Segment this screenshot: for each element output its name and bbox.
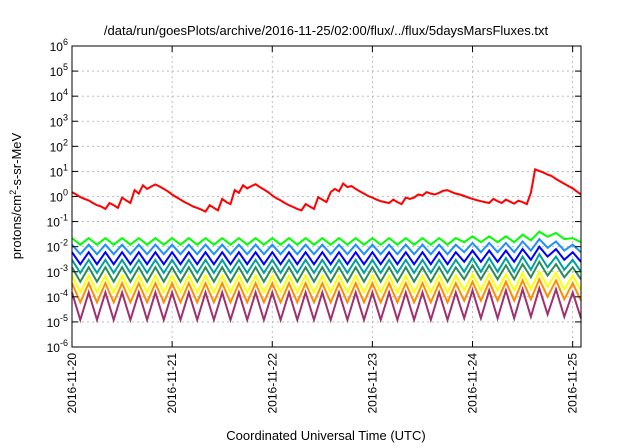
- series-layer: [71, 168, 582, 324]
- y-tick-label: 100: [50, 188, 68, 205]
- y-tick-exponent: 4: [63, 87, 68, 97]
- y-tick-label: 10-2: [47, 238, 68, 255]
- y-tick-base: 10: [50, 90, 64, 104]
- y-tick-base: 10: [47, 291, 61, 305]
- y-tick-base: 10: [47, 341, 61, 355]
- series-line: [71, 269, 582, 295]
- y-tick-base: 10: [50, 140, 64, 154]
- y-tick-base: 10: [47, 316, 61, 330]
- y-tick-exponent: -1: [60, 213, 68, 223]
- y-tick-exponent: 1: [63, 162, 68, 172]
- y-tick-exponent: -3: [60, 263, 68, 273]
- y-tick-label: 10-6: [47, 338, 68, 355]
- y-tick-label: 106: [50, 37, 68, 54]
- y-tick-label: 102: [50, 137, 68, 154]
- x-tick-label: 2016-11-20: [65, 353, 79, 414]
- y-tick-base: 10: [50, 115, 64, 129]
- y-tick-label: 10-4: [47, 288, 68, 305]
- y-tick-exponent: 6: [63, 37, 68, 47]
- y-tick-base: 10: [50, 165, 64, 179]
- y-tick-label: 103: [50, 112, 68, 129]
- y-tick-exponent: -4: [60, 288, 68, 298]
- chart-title: /data/run/goesPlots/archive/2016-11-25/0…: [104, 23, 549, 38]
- y-tick-base: 10: [47, 216, 61, 230]
- y-tick-labels: 10-610-510-410-310-210-11001011021031041…: [47, 37, 68, 355]
- y-tick-exponent: -2: [60, 238, 68, 248]
- series-line: [71, 168, 582, 213]
- series-line: [71, 230, 582, 246]
- x-tick-label: 2016-11-25: [566, 353, 580, 414]
- y-axis-label: protons/cm2-s-sr-MeV: [8, 132, 24, 259]
- series-line: [71, 252, 582, 275]
- x-axis-label: Coordinated Universal Time (UTC): [226, 428, 425, 443]
- y-tick-label: 10-5: [47, 313, 68, 330]
- y-tick-base: 10: [47, 241, 61, 255]
- ticks: [71, 45, 581, 348]
- grid: [72, 46, 581, 347]
- y-tick-exponent: 5: [63, 62, 68, 72]
- y-tick-exponent: 3: [63, 112, 68, 122]
- y-axis-label-rest: -s-sr-MeV: [9, 132, 24, 189]
- x-tick-label: 2016-11-24: [466, 353, 480, 414]
- y-tick-label: 10-1: [47, 213, 68, 230]
- y-tick-label: 105: [50, 62, 68, 79]
- series-line: [71, 276, 582, 305]
- y-axis-label-sup: 2: [8, 190, 18, 195]
- series-line: [71, 245, 582, 266]
- y-tick-label: 10-3: [47, 263, 68, 280]
- x-tick-label: 2016-11-22: [265, 353, 279, 414]
- y-axis-label-base: protons/cm: [9, 195, 24, 259]
- y-tick-label: 101: [50, 162, 68, 179]
- y-tick-base: 10: [47, 266, 61, 280]
- x-tick-label: 2016-11-23: [365, 353, 379, 414]
- y-tick-exponent: 2: [63, 137, 68, 147]
- series-line: [71, 284, 582, 324]
- x-tick-labels: 2016-11-20 2016-11-21 2016-11-22 2016-11-23…: [65, 353, 580, 414]
- x-tick-label: 2016-11-21: [165, 353, 179, 414]
- y-tick-base: 10: [50, 65, 64, 79]
- y-tick-exponent: -5: [60, 313, 68, 323]
- series-line: [71, 237, 582, 256]
- y-tick-exponent: 0: [63, 188, 68, 198]
- y-tick-base: 10: [50, 191, 64, 205]
- y-tick-exponent: -6: [60, 338, 68, 348]
- y-tick-label: 104: [50, 87, 68, 104]
- y-tick-base: 10: [50, 40, 64, 54]
- series-line: [71, 259, 582, 284]
